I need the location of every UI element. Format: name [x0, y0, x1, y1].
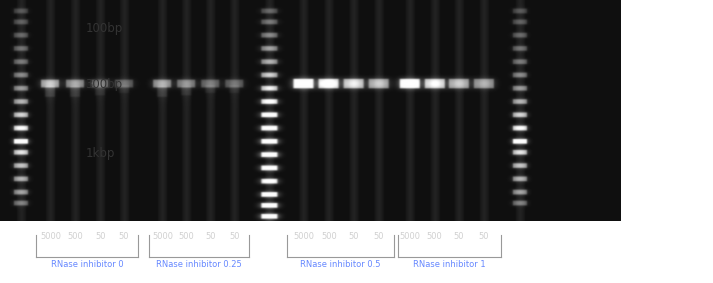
Text: 50: 50 [205, 232, 216, 241]
Text: 50: 50 [478, 232, 489, 241]
Text: 50: 50 [96, 232, 106, 241]
Text: 50: 50 [349, 232, 359, 241]
Text: RNase inhibitor 0.5: RNase inhibitor 0.5 [300, 260, 381, 269]
Text: 100bp: 100bp [86, 22, 123, 35]
Text: 500: 500 [68, 232, 83, 241]
Text: 5000: 5000 [399, 232, 420, 241]
Text: 50: 50 [119, 232, 129, 241]
Text: 500: 500 [178, 232, 194, 241]
Text: RNase inhibitor 0.25: RNase inhibitor 0.25 [156, 260, 242, 269]
Text: 50: 50 [373, 232, 384, 241]
Text: 50: 50 [453, 232, 464, 241]
Text: RNase inhibitor 0: RNase inhibitor 0 [51, 260, 123, 269]
Text: 500: 500 [426, 232, 442, 241]
Text: 50: 50 [229, 232, 240, 241]
Text: 5000: 5000 [41, 232, 61, 241]
Text: 500: 500 [321, 232, 337, 241]
Text: 300bp: 300bp [86, 78, 123, 91]
Text: RNase inhibitor 1: RNase inhibitor 1 [414, 260, 486, 269]
Text: 5000: 5000 [294, 232, 314, 241]
Text: 1kbp: 1kbp [86, 147, 115, 160]
Text: 5000: 5000 [152, 232, 173, 241]
